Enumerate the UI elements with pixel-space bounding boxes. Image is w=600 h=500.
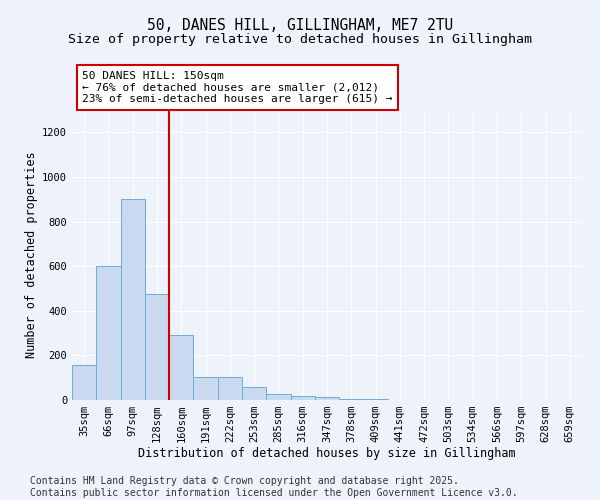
Bar — [364, 399, 388, 400]
Text: 50 DANES HILL: 150sqm
← 76% of detached houses are smaller (2,012)
23% of semi-d: 50 DANES HILL: 150sqm ← 76% of detached … — [82, 71, 392, 104]
Bar — [96, 266, 121, 400]
Text: 50, DANES HILL, GILLINGHAM, ME7 2TU: 50, DANES HILL, GILLINGHAM, ME7 2TU — [147, 18, 453, 32]
Text: Contains HM Land Registry data © Crown copyright and database right 2025.
Contai: Contains HM Land Registry data © Crown c… — [30, 476, 518, 498]
Y-axis label: Number of detached properties: Number of detached properties — [25, 152, 38, 358]
Bar — [121, 199, 145, 400]
Bar — [266, 394, 290, 400]
Bar — [72, 366, 96, 400]
Bar — [315, 396, 339, 400]
Bar — [145, 294, 169, 400]
Bar — [339, 399, 364, 400]
Text: Size of property relative to detached houses in Gillingham: Size of property relative to detached ho… — [68, 32, 532, 46]
X-axis label: Distribution of detached houses by size in Gillingham: Distribution of detached houses by size … — [138, 446, 516, 460]
Bar — [242, 386, 266, 400]
Bar — [218, 376, 242, 400]
Bar — [169, 336, 193, 400]
Bar — [193, 376, 218, 400]
Bar — [290, 396, 315, 400]
